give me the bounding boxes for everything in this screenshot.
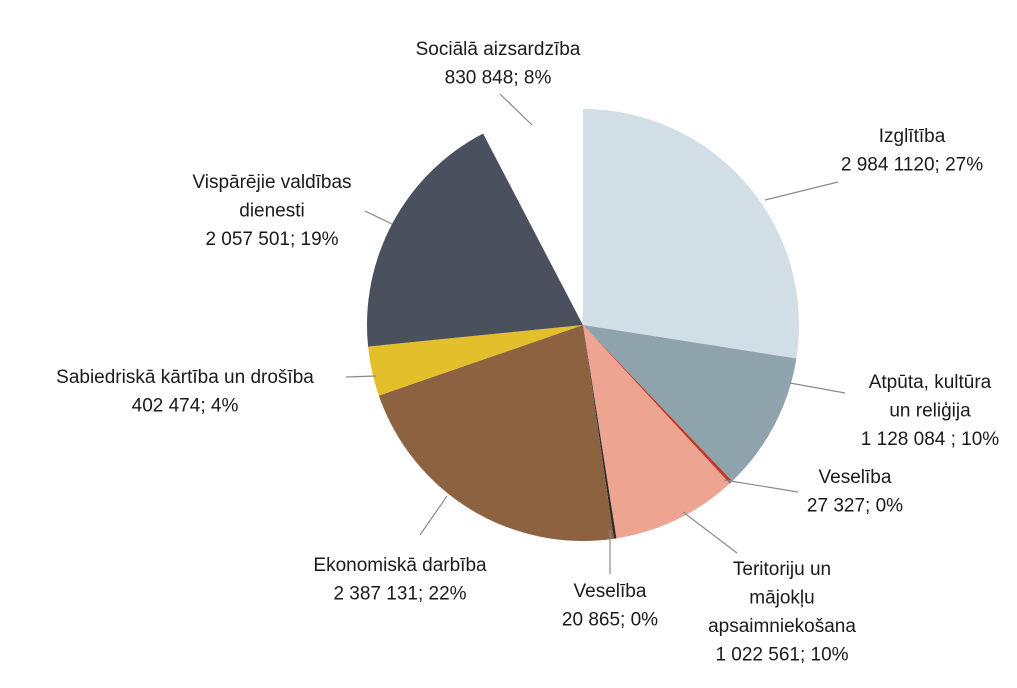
- slice-label: 402 474; 4%: [132, 396, 239, 417]
- slice-label: 1 128 084 ; 10%: [861, 429, 999, 450]
- slice-label: Izglītība: [879, 126, 946, 147]
- slice-label: apsaimniekošana: [708, 616, 856, 637]
- slice-label: 830 848; 8%: [445, 68, 552, 89]
- slice-label: Veselība: [819, 467, 892, 488]
- slice-label: Teritoriju un: [733, 559, 831, 580]
- leader-line: [789, 382, 846, 394]
- slice-label: 27 327; 0%: [807, 496, 903, 517]
- leader-line: [764, 181, 839, 201]
- pie-slice: [368, 325, 583, 396]
- leader-line: [723, 479, 799, 493]
- slice-label: 2 984 1120; 27%: [841, 155, 983, 176]
- slice-label: Atpūta, kultūra: [869, 372, 992, 393]
- slice-label: un reliģija: [889, 401, 971, 422]
- slice-label: Vispārējie valdības: [192, 172, 351, 193]
- pie-slice: [583, 325, 617, 539]
- slice-label: 2 057 501; 19%: [205, 229, 338, 250]
- slice-label: Ekonomiskā darbība: [313, 555, 487, 576]
- leader-line: [682, 511, 738, 554]
- slice-label: 1 022 561; 10%: [715, 645, 848, 666]
- slice-label: mājokļu: [749, 588, 814, 609]
- leader-line: [345, 375, 377, 378]
- pie-slice: [583, 109, 799, 359]
- pie-slice: [367, 133, 583, 347]
- pie-slice: [378, 325, 614, 541]
- leader-line: [419, 495, 448, 536]
- pie-slice: [483, 109, 583, 325]
- slice-label: 20 865; 0%: [562, 610, 658, 631]
- leader-line: [499, 93, 533, 126]
- pie-slice: [583, 325, 730, 539]
- slice-label: 2 387 131; 22%: [333, 584, 466, 605]
- slice-label: Veselība: [574, 581, 647, 602]
- slice-label: Sabiedriskā kārtība un drošība: [56, 367, 314, 388]
- pie-slice: [583, 325, 733, 484]
- leader-line: [364, 210, 393, 225]
- pie-slice: [583, 325, 797, 482]
- slice-label: dienesti: [239, 201, 305, 222]
- slice-label: Sociālā aizsardzība: [416, 39, 581, 60]
